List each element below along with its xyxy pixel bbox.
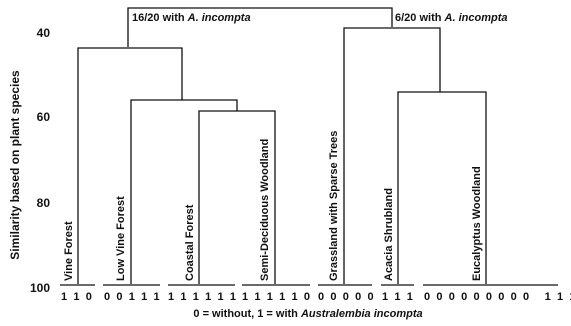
leaf-label-eucalyptus-woodland: Eucalyptus Woodland [471,166,483,281]
right-cluster-note: 6/20 with A. incompta [395,12,507,24]
root-branch [127,7,393,47]
codes-semi-deciduous-woodland: 1 1 1 1 1 0 [242,291,312,303]
codes-low-vine-forest: 0 0 1 1 1 [104,291,161,303]
leaf-label-vine-forest: Vine Forest [63,221,75,281]
leaf-label-coastal-forest: Coastal Forest [184,204,196,281]
leaf-label-semi-deciduous-woodland: Semi-Deciduous Woodland [259,139,271,281]
y-tick-40: 40 [37,26,51,40]
leaf-label-low-vine-forest: Low Vine Forest [115,196,127,281]
codes-vine-forest: 1 1 0 [61,291,93,303]
left-cluster-note-species: A. incompta [187,12,251,24]
x-axis-legend-prefix: 0 = without, 1 = with [193,308,301,320]
right-cluster-note-count: 6/20 with [395,12,445,24]
right-cluster-branch [343,27,441,284]
codes-coastal-forest: 1 1 1 1 1 1 [168,291,238,303]
y-tick-100: 100 [30,281,50,295]
codes-eucalyptus-woodland: 0 0 0 0 0 0 0 0 0 1 1 1 [424,291,571,303]
forest-cluster-branch [130,99,238,284]
coastal-semideciduous-branch [198,110,276,284]
y-axis-label: Similarity based on plant species [8,70,22,260]
y-tick-80: 80 [37,196,51,210]
y-tick-60: 60 [37,110,51,124]
leaf-label-grassland: Grassland with Sparse Trees [328,131,340,281]
x-axis-legend-species: Australembia incompta [300,308,423,320]
right-cluster-note-species: A. incompta [444,12,508,24]
leaf-label-acacia-shrubland: Acacia Shrubland [383,188,395,281]
dendrogram-branches [77,7,487,284]
x-axis-legend: 0 = without, 1 = with Australembia incom… [193,308,422,320]
left-cluster-branch [77,47,183,284]
left-cluster-note: 16/20 with A. incompta [132,12,251,24]
codes-acacia-shrubland: 1 1 1 [382,291,414,303]
codes-grassland: 0 0 0 0 0 [318,291,375,303]
left-cluster-note-count: 16/20 with [132,12,188,24]
acacia-eucalyptus-branch [397,91,487,284]
